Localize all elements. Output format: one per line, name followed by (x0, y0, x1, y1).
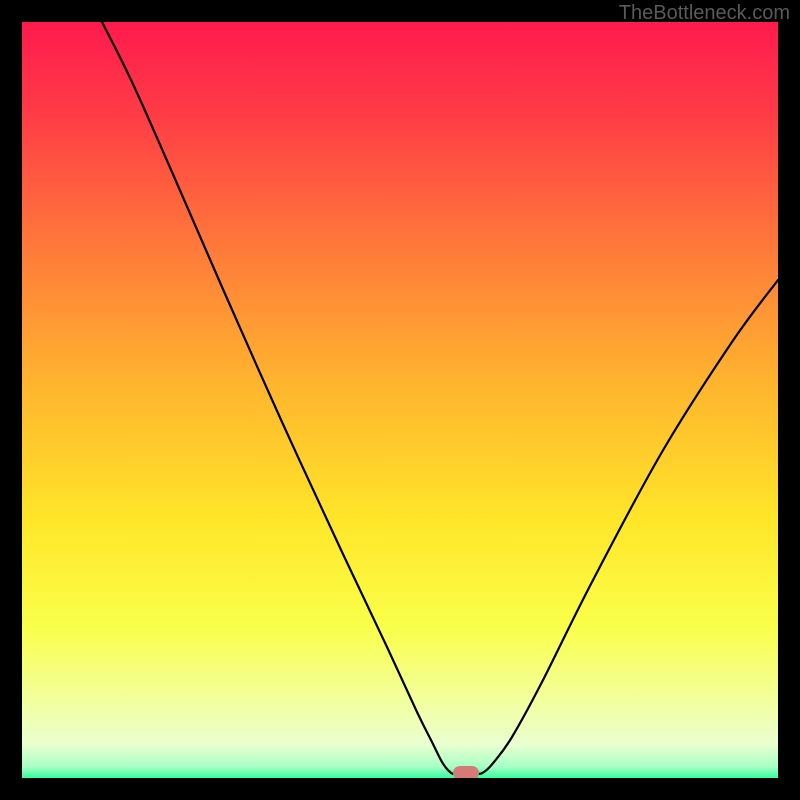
plot-area (22, 22, 778, 778)
chart-container: TheBottleneck.com (0, 0, 800, 800)
watermark-text: TheBottleneck.com (619, 2, 790, 25)
optimal-marker (453, 766, 479, 778)
gradient-background (22, 22, 778, 778)
